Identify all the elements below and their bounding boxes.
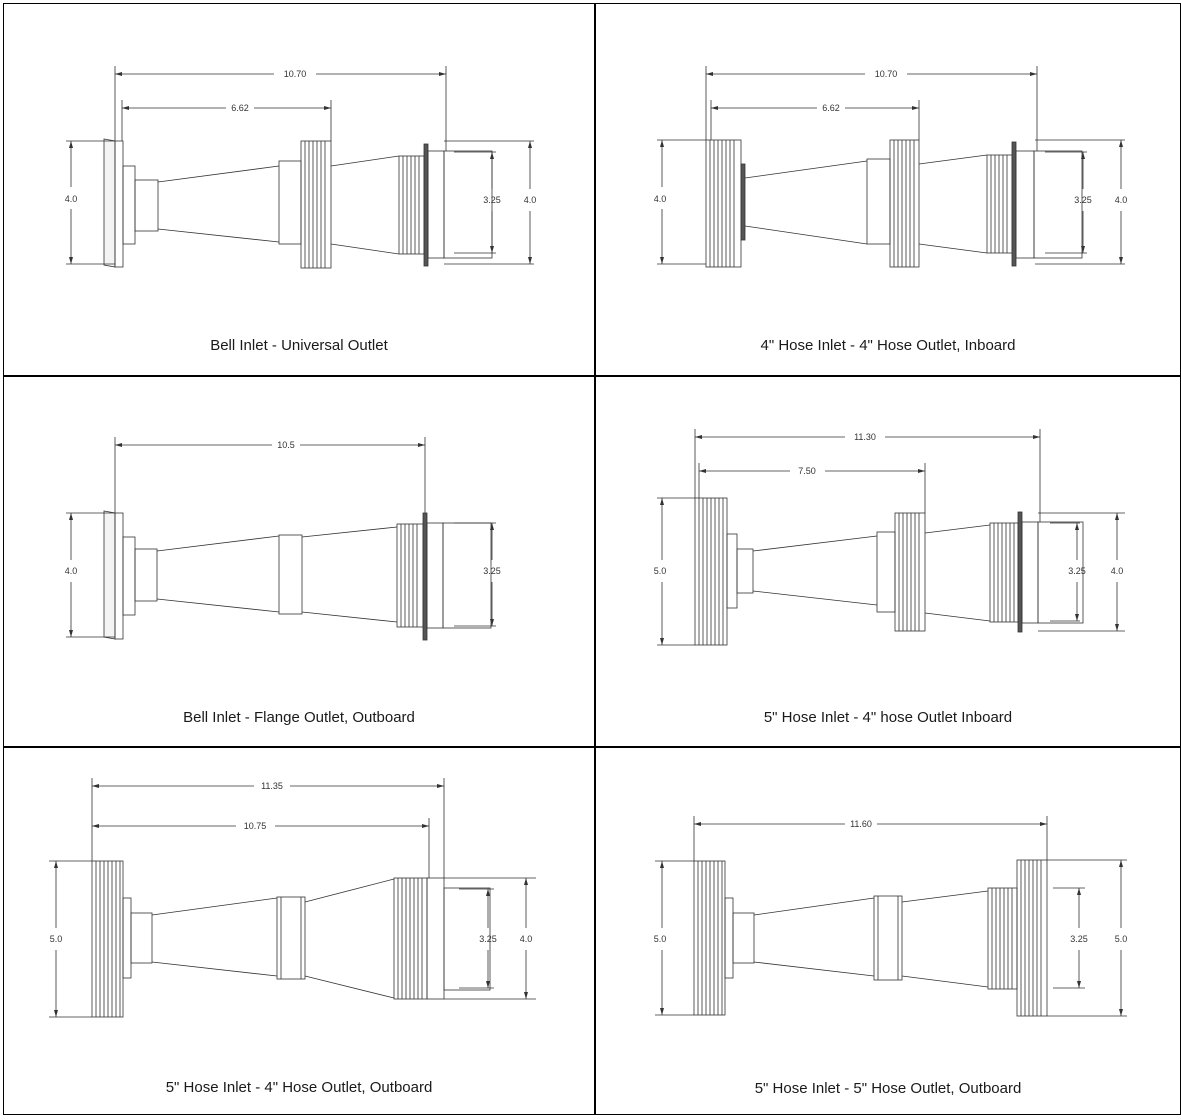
panel-5in-hose-inlet-4in-hose-outlet-inboard: 11.30 7.50 5.0 3.25 4.0 5" Hose Inlet - … [595, 377, 1181, 746]
technical-drawing: 10.70 6.62 4.0 3.25 4.0 [65, 66, 537, 269]
dimension-outlet-inner: 3.25 [483, 566, 501, 576]
panel-caption: 4" Hose Inlet - 4" Hose Outlet, Inboard [760, 337, 1016, 354]
panel-caption: 5" Hose Inlet - 5" Hose Outlet, Outboard [754, 1080, 1022, 1097]
technical-drawing: 10.5 4.0 3.25 [65, 437, 501, 641]
dimension-inlet-height: 5.0 [654, 566, 667, 576]
dimension-inlet-height: 4.0 [65, 194, 78, 204]
dimension-inlet-height: 5.0 [654, 934, 667, 944]
dimension-outlet-inner: 3.25 [479, 934, 497, 944]
panel-caption: Bell Inlet - Universal Outlet [210, 337, 388, 354]
dimension-outlet-height: 4.0 [1111, 566, 1124, 576]
dimension-overall-length: 10.70 [284, 69, 307, 79]
grid-divider-vertical [594, 3, 596, 1115]
grid-divider-horizontal [3, 375, 1181, 377]
dimension-outlet-inner: 3.25 [1070, 934, 1088, 944]
grid-divider-horizontal [3, 746, 1181, 748]
dimension-outlet-height: 5.0 [1115, 934, 1128, 944]
dimension-inlet-height: 4.0 [654, 194, 667, 204]
dimension-outlet-inner: 3.25 [1068, 566, 1086, 576]
dimension-overall-length: 11.35 [261, 781, 283, 791]
dimension-inner-length: 7.50 [798, 466, 816, 476]
dimension-outlet-height: 4.0 [524, 195, 537, 205]
panel-5in-hose-inlet-4in-hose-outlet-outboard: 11.35 10.75 5.0 3.25 4.0 5" Hose Inlet -… [4, 748, 594, 1115]
dimension-outlet-height: 4.0 [520, 934, 533, 944]
panel-caption: 5" Hose Inlet - 4" Hose Outlet, Outboard [165, 1079, 433, 1096]
dimension-outlet-inner: 3.25 [483, 195, 501, 205]
dimension-overall-length: 11.60 [850, 819, 872, 829]
dimension-outlet-inner: 3.25 [1074, 195, 1092, 205]
technical-drawing: 11.35 10.75 5.0 3.25 4.0 [49, 778, 536, 1018]
panel-caption: 5" Hose Inlet - 4" hose Outlet Inboard [763, 709, 1013, 726]
technical-drawing: 11.60 5.0 3.25 5.0 [654, 816, 1128, 1017]
dimension-overall-length: 11.30 [854, 432, 876, 442]
dimension-inlet-height: 5.0 [50, 934, 63, 944]
dimension-inner-length: 6.62 [231, 103, 249, 113]
technical-drawing: 11.30 7.50 5.0 3.25 4.0 [654, 429, 1125, 646]
panel-4in-hose-inlet-4in-hose-outlet-inboard: 10.70 6.62 4.0 3.25 4.0 4" Hose Inlet - … [595, 4, 1181, 375]
dimension-overall-length: 10.70 [875, 69, 898, 79]
dimension-inner-length: 10.75 [244, 821, 267, 831]
panel-bell-inlet-flange-outlet-outboard: 10.5 4.0 3.25 Bell Inlet - Flange Outlet… [4, 377, 594, 746]
dimension-inner-length: 6.62 [822, 103, 840, 113]
panel-caption: Bell Inlet - Flange Outlet, Outboard [183, 709, 415, 726]
dimension-outlet-height: 4.0 [1115, 195, 1128, 205]
panel-bell-inlet-universal-outlet: 10.70 6.62 4.0 3.25 4.0 Bell Inlet - Uni… [4, 4, 594, 375]
dimension-overall-length: 10.5 [277, 440, 295, 450]
technical-drawing: 10.70 6.62 4.0 3.25 4.0 [654, 66, 1128, 268]
dimension-inlet-height: 4.0 [65, 566, 78, 576]
panel-5in-hose-inlet-5in-hose-outlet-outboard: 11.60 5.0 3.25 5.0 5" Hose Inlet - 5" Ho… [595, 748, 1181, 1115]
